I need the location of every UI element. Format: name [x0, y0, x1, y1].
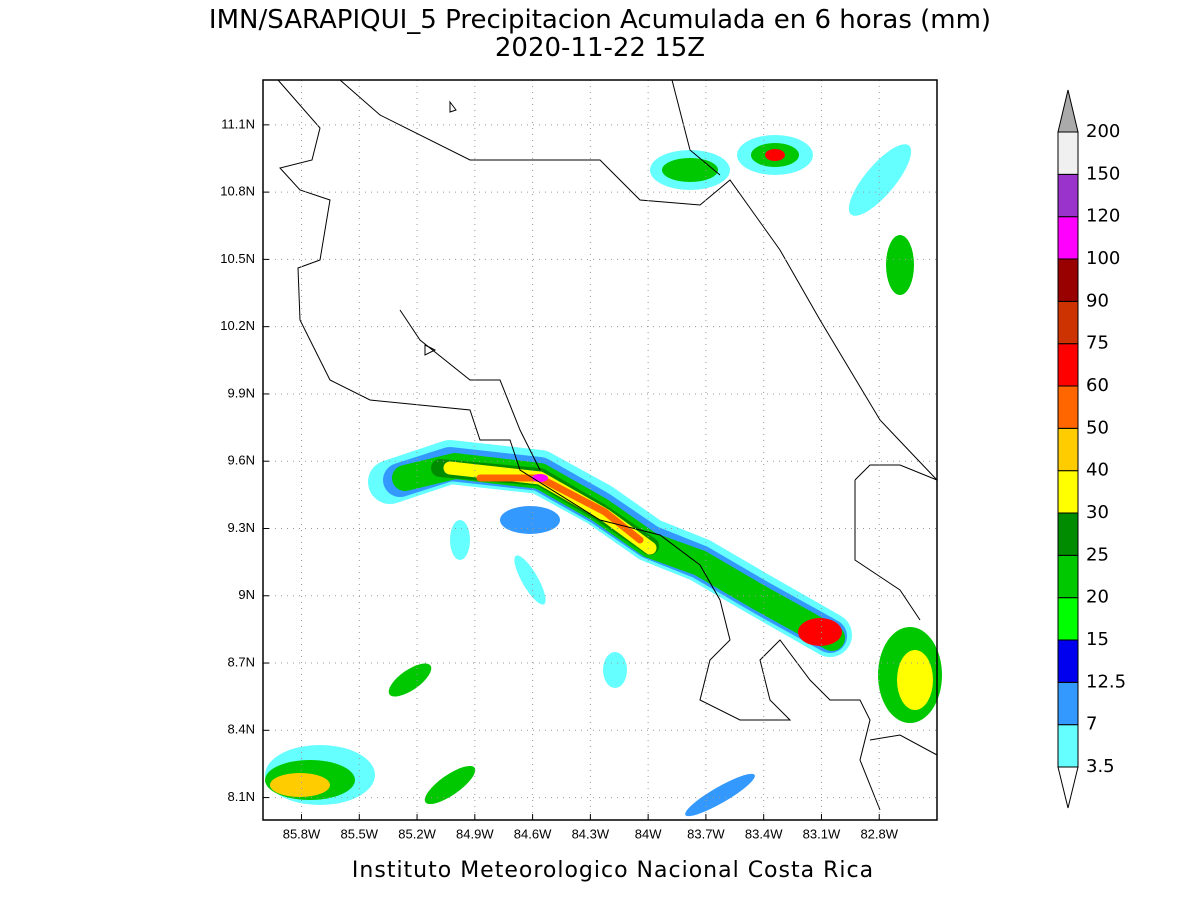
precip-area	[765, 149, 785, 161]
y-tick-label: 10.5N	[220, 251, 255, 266]
precip-area	[532, 474, 548, 482]
y-tick-label: 9.6N	[228, 453, 255, 468]
precipitation-field	[265, 135, 942, 817]
colorbar-extend	[1057, 766, 1079, 809]
y-tick-label: 9.9N	[228, 385, 255, 400]
x-tick-label: 83.1W	[803, 826, 841, 841]
precip-area	[897, 650, 933, 710]
colorbar-extend	[1057, 89, 1079, 133]
subtitle: 2020-11-22 15Z	[495, 33, 705, 63]
colorbar-box	[1057, 724, 1079, 768]
x-tick-label: 82.8W	[860, 826, 898, 841]
precip-area	[450, 520, 470, 560]
colorbar-label: 40	[1086, 460, 1109, 481]
x-tick-label: 85.8W	[283, 826, 321, 841]
coastline	[854, 464, 938, 621]
x-tick-label: 83.4W	[745, 826, 783, 841]
x-tick-label: 85.2W	[398, 826, 436, 841]
y-tick-label: 10.2N	[220, 318, 255, 333]
colorbar-box	[1057, 470, 1079, 514]
coastlines	[277, 79, 938, 811]
footer: Instituto Meteorologico Nacional Costa R…	[352, 858, 874, 883]
y-tick-label: 8.1N	[228, 789, 255, 804]
colorbar-label: 30	[1086, 502, 1109, 523]
precip-area	[514, 555, 546, 605]
precip-area	[424, 765, 476, 805]
colorbar-box	[1057, 131, 1079, 175]
coastline	[339, 79, 938, 481]
y-tick-label: 11.1N	[221, 116, 255, 131]
precip-area	[886, 235, 914, 295]
title: IMN/SARAPIQUI_5 Precipitacion Acumulada …	[209, 5, 991, 35]
colorbar-label: 50	[1086, 417, 1109, 438]
coastline	[869, 734, 938, 756]
colorbar-label: 75	[1086, 333, 1109, 354]
precip-area	[603, 652, 627, 688]
x-tick-label: 85.5W	[340, 826, 378, 841]
coastline	[399, 309, 541, 471]
coastline	[277, 79, 881, 811]
precip-area	[500, 506, 560, 534]
y-tick-label: 9.3N	[228, 520, 255, 535]
colorbar-box	[1057, 597, 1079, 641]
x-tick-label: 84.3W	[572, 826, 610, 841]
colorbar-label: 150	[1086, 163, 1120, 184]
y-tick-label: 8.7N	[228, 654, 255, 669]
x-tick-label: 84.6W	[514, 826, 552, 841]
colorbar-box	[1057, 385, 1079, 429]
colorbar-label: 15	[1086, 629, 1109, 650]
colorbar-label: 7	[1086, 714, 1097, 735]
colorbar-box	[1057, 343, 1079, 387]
colorbar-box	[1057, 639, 1079, 683]
precip-area	[848, 144, 912, 216]
colorbar-box	[1057, 681, 1079, 726]
precip-area	[685, 773, 755, 817]
colorbar-label: 12.5	[1086, 671, 1126, 692]
colorbar-label: 25	[1086, 544, 1109, 565]
map-frame	[262, 79, 938, 821]
colorbar-box	[1057, 216, 1079, 260]
colorbar-label: 200	[1086, 121, 1120, 142]
precip-area	[798, 618, 842, 646]
y-tick-label: 10.8N	[220, 184, 255, 199]
colorbar-label: 60	[1086, 375, 1109, 396]
precip-area	[662, 158, 718, 182]
colorbar-label: 3.5	[1086, 756, 1115, 777]
precip-area	[270, 773, 330, 797]
colorbar-box	[1057, 427, 1079, 472]
x-tick-label: 84.9W	[456, 826, 494, 841]
colorbar-box	[1057, 258, 1079, 302]
x-tick-label: 83.7W	[687, 826, 725, 841]
coastline	[424, 100, 457, 356]
y-tick-label: 9N	[238, 587, 255, 602]
colorbar-label: 100	[1086, 248, 1120, 269]
colorbar-box	[1057, 173, 1079, 218]
colorbar-box	[1057, 554, 1079, 599]
colorbar-box	[1057, 512, 1079, 556]
x-tick-label: 84W	[635, 826, 662, 841]
colorbar-label: 90	[1086, 290, 1109, 311]
colorbar-box	[1057, 300, 1079, 345]
y-tick-label: 8.4N	[228, 722, 255, 737]
coastline	[671, 79, 721, 176]
colorbar-label: 120	[1086, 206, 1120, 227]
precip-area	[388, 663, 432, 697]
colorbar-label: 20	[1086, 587, 1109, 608]
